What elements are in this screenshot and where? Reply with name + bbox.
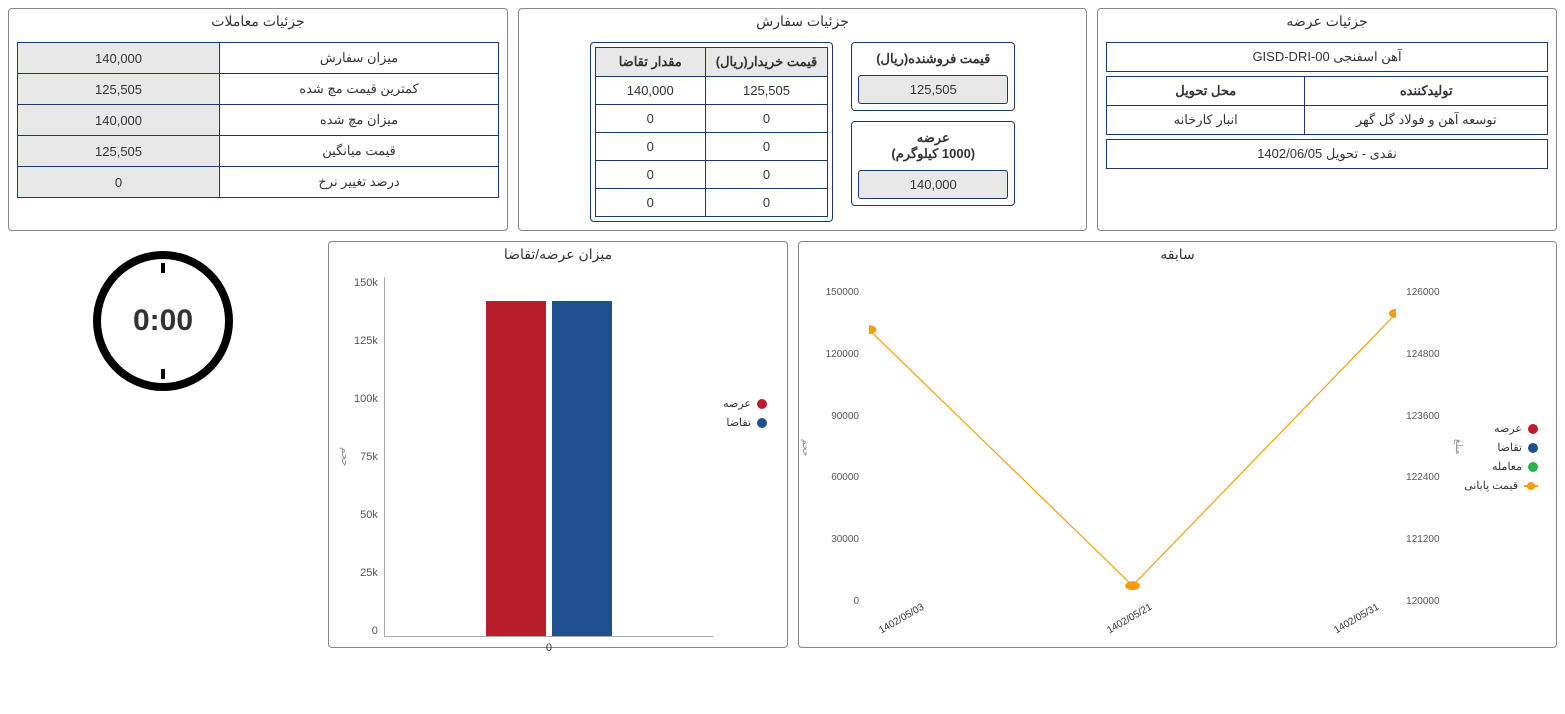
buyer-table-wrap: قیمت خریدار(ریال) مقدار تقاضا 125,505140… bbox=[590, 42, 834, 222]
trade-table: میزان سفارش140,000 کمترین قیمت مچ شده125… bbox=[17, 42, 499, 198]
supply-qty-value: 140,000 bbox=[858, 170, 1008, 199]
history-legend: عرضهتقاضامعاملهقیمت پایانی bbox=[1456, 422, 1546, 492]
top-row: جزئیات عرضه آهن اسفنجی GISD-DRI-00 تولید… bbox=[8, 8, 1557, 231]
supply-details-panel: جزئیات عرضه آهن اسفنجی GISD-DRI-00 تولید… bbox=[1097, 8, 1557, 231]
clock-panel: 0:00 bbox=[8, 241, 318, 648]
trade-label: کمترین قیمت مچ شده bbox=[220, 74, 499, 105]
supply-qty-header: عرضه (1000 کیلوگرم) bbox=[885, 128, 981, 164]
trade-value: 140,000 bbox=[18, 43, 220, 74]
supdem-chart[interactable]: 0 bbox=[384, 277, 713, 637]
trade-value: 125,505 bbox=[18, 74, 220, 105]
producer-label: تولیدکننده bbox=[1305, 77, 1548, 106]
trade-label: میزان سفارش bbox=[220, 43, 499, 74]
buyer-row-price: 0 bbox=[705, 161, 828, 189]
buyer-row-qty: 0 bbox=[595, 105, 705, 133]
seller-price-header: قیمت فروشنده(ریال) bbox=[870, 49, 996, 69]
trade-value: 140,000 bbox=[18, 105, 220, 136]
bar-عرضه[interactable] bbox=[486, 301, 546, 636]
countdown-clock: 0:00 bbox=[93, 251, 233, 391]
history-chart[interactable]: حجم مبلغ 1500001200009000060000300000 12… bbox=[809, 277, 1456, 637]
supdem-legend: عرضهتقاضا bbox=[713, 397, 777, 429]
buyer-row-price: 0 bbox=[705, 189, 828, 217]
history-title: سابقه bbox=[799, 242, 1556, 267]
supdem-yaxis: 150k125k100k75k50k25k0 bbox=[354, 277, 384, 637]
buyer-row-price: 0 bbox=[705, 133, 828, 161]
trade-value: 0 bbox=[18, 167, 220, 198]
bottom-row: سابقه حجم مبلغ 1500001200009000060000300… bbox=[8, 241, 1557, 648]
supdem-panel: میزان عرضه/تقاضا حجم 150k125k100k75k50k2… bbox=[328, 241, 788, 648]
trade-label: درصد تغییر نرخ bbox=[220, 167, 499, 198]
product-name: آهن اسفنجی GISD-DRI-00 bbox=[1107, 43, 1548, 72]
buyer-row-price: 0 bbox=[705, 105, 828, 133]
seller-price-box: قیمت فروشنده(ریال) 125,505 bbox=[851, 42, 1015, 111]
supply-qty-box: عرضه (1000 کیلوگرم) 140,000 bbox=[851, 121, 1015, 206]
bar-تقاضا[interactable] bbox=[552, 301, 612, 636]
trade-title: جزئیات معاملات bbox=[9, 9, 507, 34]
trade-label: قیمت میانگین bbox=[220, 136, 499, 167]
trade-value: 125,505 bbox=[18, 136, 220, 167]
seller-price-value: 125,505 bbox=[858, 75, 1008, 104]
buyer-row-qty: 0 bbox=[595, 161, 705, 189]
buyer-table: قیمت خریدار(ریال) مقدار تقاضا 125,505140… bbox=[595, 47, 829, 217]
delivery-loc-label: محل تحویل bbox=[1107, 77, 1305, 106]
producer-value: توسعه آهن و فولاد گل گهر bbox=[1305, 106, 1548, 135]
demand-qty-header: مقدار تقاضا bbox=[595, 48, 705, 77]
trade-label: میزان مچ شده bbox=[220, 105, 499, 136]
buyer-row-price: 125,505 bbox=[705, 77, 828, 105]
buyer-price-header: قیمت خریدار(ریال) bbox=[705, 48, 828, 77]
supdem-title: میزان عرضه/تقاضا bbox=[329, 242, 787, 267]
history-panel: سابقه حجم مبلغ 1500001200009000060000300… bbox=[798, 241, 1557, 648]
trade-details-panel: جزئیات معاملات میزان سفارش140,000 کمترین… bbox=[8, 8, 508, 231]
settlement: نقدی - تحویل 1402/06/05 bbox=[1107, 140, 1548, 169]
supply-title: جزئیات عرضه bbox=[1098, 9, 1556, 34]
order-title: جزئیات سفارش bbox=[519, 9, 1086, 34]
buyer-row-qty: 140,000 bbox=[595, 77, 705, 105]
buyer-row-qty: 0 bbox=[595, 189, 705, 217]
delivery-loc-value: انبار کارخانه bbox=[1107, 106, 1305, 135]
order-details-panel: جزئیات سفارش قیمت فروشنده(ریال) 125,505 … bbox=[518, 8, 1087, 231]
buyer-row-qty: 0 bbox=[595, 133, 705, 161]
